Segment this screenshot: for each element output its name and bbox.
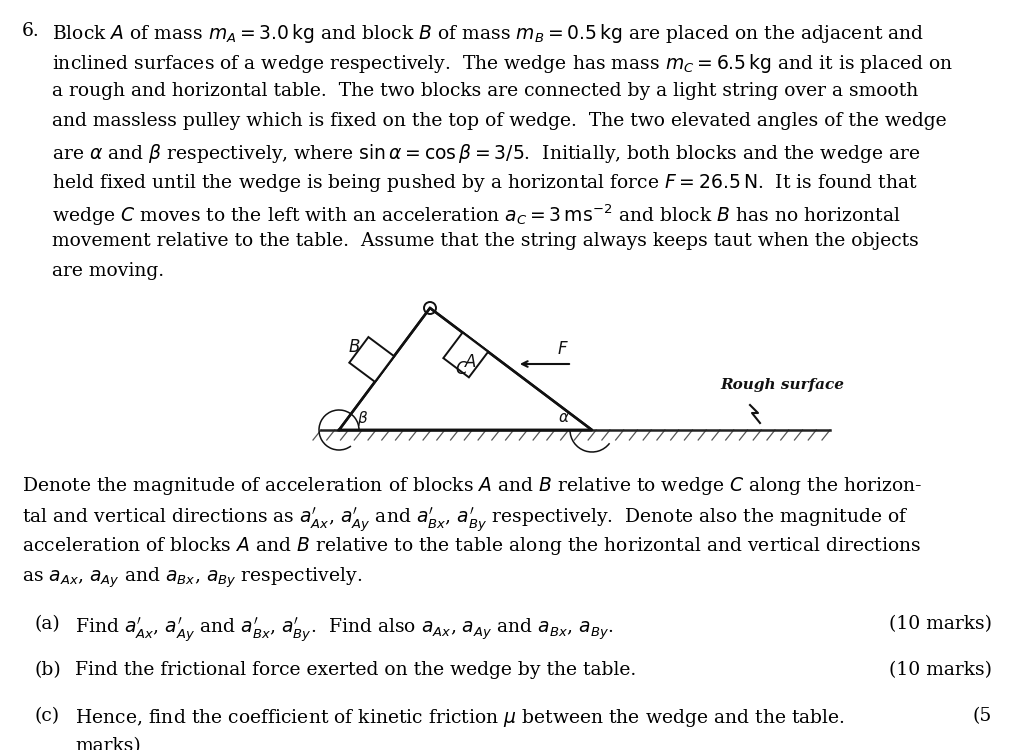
Text: $\alpha$: $\alpha$ xyxy=(558,411,570,425)
Text: and massless pulley which is fixed on the top of wedge.  The two elevated angles: and massless pulley which is fixed on th… xyxy=(52,112,946,130)
Text: $A$: $A$ xyxy=(464,354,477,371)
Polygon shape xyxy=(349,337,394,382)
Text: $C$: $C$ xyxy=(455,361,469,377)
Text: marks): marks) xyxy=(75,737,140,750)
Text: tal and vertical directions as $a^{\prime}_{Ax}$, $a^{\prime}_{Ay}$ and $a^{\pri: tal and vertical directions as $a^{\prim… xyxy=(22,505,908,534)
Text: (10 marks): (10 marks) xyxy=(889,661,992,679)
Text: Hence, find the coefficient of kinetic friction $\mu$ between the wedge and the : Hence, find the coefficient of kinetic f… xyxy=(75,707,845,729)
Polygon shape xyxy=(443,332,488,377)
Text: are moving.: are moving. xyxy=(52,262,164,280)
Text: 6.: 6. xyxy=(22,22,40,40)
Text: Find $a^{\prime}_{Ax}$, $a^{\prime}_{Ay}$ and $a^{\prime}_{Bx}$, $a^{\prime}_{By: Find $a^{\prime}_{Ax}$, $a^{\prime}_{Ay}… xyxy=(75,615,613,644)
Text: as $a_{Ax}$, $a_{Ay}$ and $a_{Bx}$, $a_{By}$ respectively.: as $a_{Ax}$, $a_{Ay}$ and $a_{Bx}$, $a_{… xyxy=(22,565,362,590)
Text: are $\alpha$ and $\beta$ respectively, where $\sin\alpha = \cos\beta = 3/5$.  In: are $\alpha$ and $\beta$ respectively, w… xyxy=(52,142,921,165)
Text: Rough surface: Rough surface xyxy=(720,378,844,392)
Text: (b): (b) xyxy=(35,661,61,679)
Text: (5: (5 xyxy=(973,707,992,725)
Polygon shape xyxy=(339,308,592,430)
Text: wedge $C$ moves to the left with an acceleration $a_C = 3\,\mathrm{ms}^{-2}$ and: wedge $C$ moves to the left with an acce… xyxy=(52,202,901,227)
Text: held fixed until the wedge is being pushed by a horizontal force $F = 26.5\,\mat: held fixed until the wedge is being push… xyxy=(52,172,918,194)
Text: movement relative to the table.  Assume that the string always keeps taut when t: movement relative to the table. Assume t… xyxy=(52,232,919,250)
Text: inclined surfaces of a wedge respectively.  The wedge has mass $m_C = 6.5\,\math: inclined surfaces of a wedge respectivel… xyxy=(52,52,953,75)
Text: $F$: $F$ xyxy=(557,341,568,358)
Text: Denote the magnitude of acceleration of blocks $A$ and $B$ relative to wedge $C$: Denote the magnitude of acceleration of … xyxy=(22,475,923,497)
Text: $\beta$: $\beta$ xyxy=(357,409,369,428)
Text: (c): (c) xyxy=(35,707,60,725)
Text: acceleration of blocks $A$ and $B$ relative to the table along the horizontal an: acceleration of blocks $A$ and $B$ relat… xyxy=(22,535,922,557)
Text: (a): (a) xyxy=(35,615,60,633)
Text: Block $A$ of mass $m_A = 3.0\,\mathrm{kg}$ and block $B$ of mass $m_B = 0.5\,\ma: Block $A$ of mass $m_A = 3.0\,\mathrm{kg… xyxy=(52,22,925,45)
Text: $B$: $B$ xyxy=(348,339,360,356)
Text: (10 marks): (10 marks) xyxy=(889,615,992,633)
Text: a rough and horizontal table.  The two blocks are connected by a light string ov: a rough and horizontal table. The two bl… xyxy=(52,82,919,100)
Text: Find the frictional force exerted on the wedge by the table.: Find the frictional force exerted on the… xyxy=(75,661,636,679)
